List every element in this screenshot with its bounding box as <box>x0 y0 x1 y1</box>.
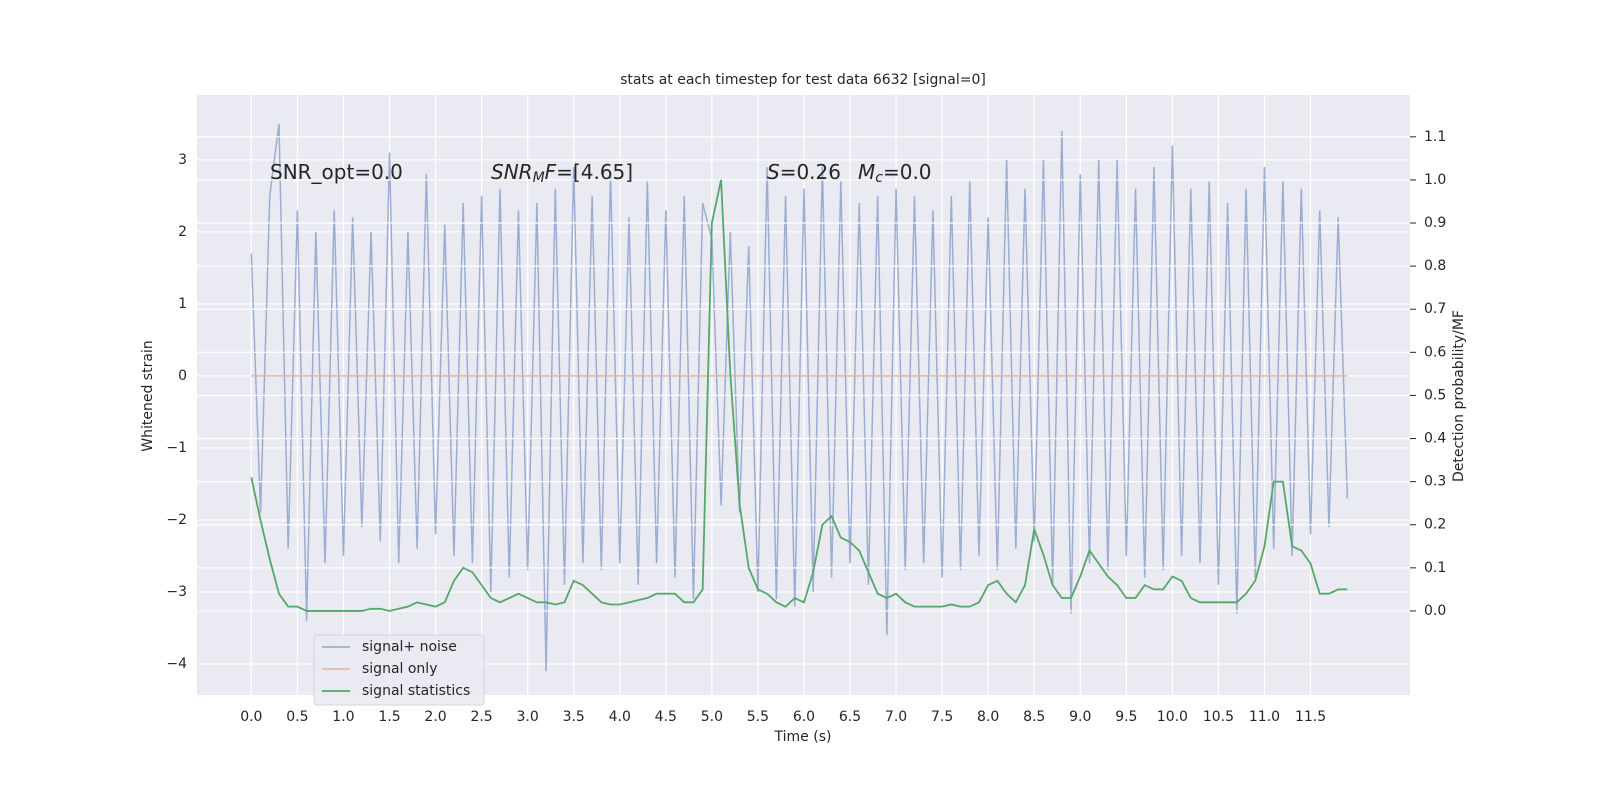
annotation: SNR_opt=0.0 <box>270 160 403 184</box>
annotation-part: SNR_opt=0.0 <box>270 160 403 184</box>
x-tick-label: 7.5 <box>931 709 953 725</box>
series-line <box>250 179 1348 612</box>
annotation-part: c <box>875 170 883 186</box>
annotation: S=0.26 <box>767 160 841 184</box>
x-tick-label: 2.0 <box>424 709 446 725</box>
y2-tick-label: 0.8 <box>1424 258 1446 274</box>
x-tick-label: 10.0 <box>1157 709 1188 725</box>
x-tick-label: 11.0 <box>1249 709 1280 725</box>
y2-tick-label: 0.9 <box>1424 215 1446 231</box>
x-tick-label: 0.5 <box>286 709 308 725</box>
y-tick-label: 0 <box>178 368 187 384</box>
y-tick-label: 1 <box>178 296 187 312</box>
annotation-part: F <box>545 160 557 184</box>
y-tick-label: −4 <box>166 656 187 672</box>
annotation-part: =0.26 <box>780 160 841 184</box>
x-tick-label: 1.0 <box>332 709 354 725</box>
y-tick-label: −2 <box>166 512 187 528</box>
y-tick-label: 2 <box>178 224 187 240</box>
y2-tick-label: 0.5 <box>1424 387 1446 403</box>
y-axis-label: Whitened strain <box>140 340 156 451</box>
x-axis-label: Time (s) <box>774 729 832 745</box>
x-tick-label: 9.5 <box>1115 709 1137 725</box>
x-tick-label: 4.0 <box>609 709 631 725</box>
y2-tick-label: 0.0 <box>1424 603 1446 619</box>
y-tick-label: −3 <box>166 584 187 600</box>
x-tick-label: 4.5 <box>655 709 677 725</box>
x-tick-label: 7.0 <box>885 709 907 725</box>
x-tick-label: 6.5 <box>839 709 861 725</box>
x-tick-label: 0.0 <box>240 709 262 725</box>
x-tick-label: 9.0 <box>1069 709 1091 725</box>
y2-tick-label: 0.4 <box>1424 431 1446 447</box>
annotation-part: SNR <box>491 160 533 184</box>
x-tick-label: 5.5 <box>747 709 769 725</box>
x-tick-label: 1.5 <box>378 709 400 725</box>
x-tick-label: 2.5 <box>470 709 492 725</box>
y2-tick-label: 0.2 <box>1424 517 1446 533</box>
annotation-part: =0.0 <box>883 160 932 184</box>
x-tick-label: 10.5 <box>1203 709 1234 725</box>
x-tick-label: 6.0 <box>793 709 815 725</box>
y2-tick-label: 0.6 <box>1424 344 1446 360</box>
annotation-part: S <box>767 160 780 184</box>
x-tick-label: 3.5 <box>563 709 585 725</box>
x-tick-label: 8.0 <box>977 709 999 725</box>
y2-tick-label: 0.7 <box>1424 301 1446 317</box>
annotation-part: =[4.65] <box>556 160 633 184</box>
y2-tick-label: 0.1 <box>1424 560 1446 576</box>
chart-title: stats at each timestep for test data 663… <box>620 72 986 88</box>
y-tick-label: 3 <box>178 152 187 168</box>
legend-label: signal statistics <box>362 683 470 699</box>
series-line <box>250 123 1349 672</box>
x-tick-label: 5.0 <box>701 709 723 725</box>
x-tick-label: 3.0 <box>517 709 539 725</box>
y2-tick-label: 1.0 <box>1424 172 1446 188</box>
legend-label: signal only <box>362 661 437 677</box>
legend-box <box>313 634 485 706</box>
annotation-part: M <box>858 160 875 184</box>
legend-label: signal+ noise <box>362 639 457 655</box>
annotation: Mc=0.0 <box>858 160 932 187</box>
y2-tick-label: 0.3 <box>1424 474 1446 490</box>
x-tick-label: 11.5 <box>1295 709 1326 725</box>
y-tick-label: −1 <box>166 440 187 456</box>
annotation: SNRMF=[4.65] <box>491 160 633 187</box>
y2-axis-label: Detection probability/MF <box>1451 310 1467 482</box>
annotation-part: M <box>533 170 545 186</box>
y2-tick-label: 1.1 <box>1424 129 1446 145</box>
x-tick-label: 8.5 <box>1023 709 1045 725</box>
